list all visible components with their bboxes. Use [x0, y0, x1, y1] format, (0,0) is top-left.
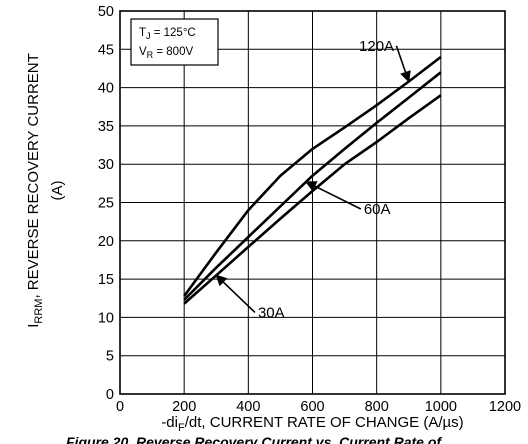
- y-axis-title-rest: , REVERSE RECOVERY CURRENT: [25, 53, 42, 298]
- y-tick-label: 0: [106, 387, 114, 403]
- x-axis-title: -diF/dt, CURRENT RATE OF CHANGE (A/µs): [161, 414, 463, 434]
- y-tick-label: 50: [98, 4, 114, 20]
- annotation-label-60a: 60A: [364, 201, 391, 218]
- condition-tj-main: T: [139, 27, 146, 39]
- y-tick-label: 20: [98, 234, 114, 250]
- y-axis-title-main: I: [25, 324, 42, 328]
- condition-vr-rest: = 800V: [153, 46, 193, 58]
- x-tick-label: 1000: [425, 399, 457, 415]
- figure-caption: Figure 20. Reverse Recovery Current vs. …: [66, 434, 442, 444]
- y-tick-label: 15: [98, 272, 114, 288]
- x-tick-label: 1200: [489, 399, 521, 415]
- plot-frame: [119, 10, 506, 395]
- x-tick-label: 600: [300, 399, 324, 415]
- condition-tj-rest: = 125°C: [151, 27, 196, 39]
- condition-vr: VR = 800V: [139, 46, 193, 60]
- x-tick-label: 800: [365, 399, 389, 415]
- condition-vr-main: V: [139, 46, 147, 58]
- x-axis-title-rest: /dt, CURRENT RATE OF CHANGE (A/µs): [185, 414, 464, 431]
- condition-tj-sub: J: [146, 31, 151, 41]
- condition-tj: TJ = 125°C: [139, 27, 196, 41]
- annotation-arrow-60a: [305, 181, 362, 210]
- x-axis-title-sub: F: [178, 422, 185, 434]
- annotation-label-120a: 120A: [359, 38, 394, 55]
- annotation-arrow-120a: [395, 45, 411, 83]
- annotation-arrow-30a: [215, 274, 256, 313]
- y-tick-label: 25: [98, 196, 114, 212]
- y-tick-label: 5: [106, 349, 114, 365]
- y-tick-label: 10: [98, 310, 114, 326]
- conditions-box: TJ = 125°C VR = 800V: [130, 18, 219, 66]
- y-tick-label: 30: [98, 157, 114, 173]
- y-axis-title-sub: RRM: [33, 299, 45, 324]
- annotation-label-30a: 30A: [258, 304, 285, 321]
- grid-lines: [120, 11, 505, 394]
- y-tick-label: 40: [98, 81, 114, 97]
- series-annotations: 120A 60A 30A: [215, 38, 411, 321]
- series-line-60a: [183, 71, 442, 301]
- x-tick-label: 400: [236, 399, 260, 415]
- tick-labels: 0 200 400 600 800 1000 1200 0 5 10 15 20 25 30 35 40 45 5…: [98, 4, 521, 415]
- conditions-frame: [130, 18, 219, 66]
- y-axis-title: IRRM, REVERSE RECOVERY CURRENT: [25, 53, 45, 328]
- y-tick-label: 35: [98, 119, 114, 135]
- x-axis-title-main: -di: [161, 414, 178, 431]
- x-tick-label: 0: [116, 399, 124, 415]
- series-line-120a: [183, 55, 442, 297]
- y-axis-unit: (A): [49, 181, 66, 201]
- condition-vr-sub: R: [147, 50, 154, 60]
- x-tick-label: 200: [172, 399, 196, 415]
- y-tick-label: 45: [98, 42, 114, 58]
